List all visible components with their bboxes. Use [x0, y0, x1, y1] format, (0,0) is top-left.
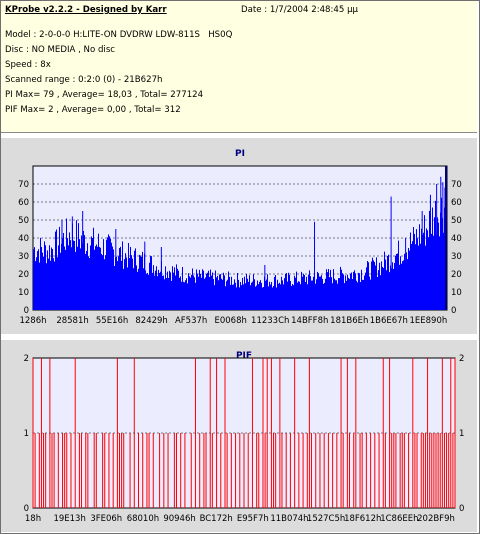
- scan-info-panel: KProbe v2.2.2 - Designed by Karr Date : …: [1, 1, 477, 133]
- pif-y-tick-label-left: 0: [24, 504, 29, 514]
- pif-chart-title: PIF: [236, 351, 252, 361]
- pi-y-tick-label-left: 70: [18, 180, 29, 190]
- pi-chart-panel: PI 0 0 10 10 20 20 30 30 40 40 50 50 60 60 70 70 1286h 285…: [1, 138, 477, 334]
- pif-x-tick-label: 3FE06h: [90, 514, 122, 524]
- pif-y-tick-label-right: 2: [459, 354, 464, 364]
- pif-x-tick-label: 18F612h: [344, 514, 381, 524]
- pif-x-tick-label: 1527C5h: [307, 514, 345, 524]
- pi-y-tick-label-right: 40: [451, 234, 462, 244]
- pif-x-tick-label: E95F7h: [237, 514, 269, 524]
- pif-x-tick-label: 19E13h: [53, 514, 85, 524]
- pi-x-tick-label: 1EE890h: [409, 316, 447, 326]
- pi-y-tick-label-left: 60: [18, 198, 29, 208]
- pi-x-tick-label: 11233Ch: [251, 316, 289, 326]
- pif-x-tick-label: 11B074h: [270, 514, 308, 524]
- pi-x-tick-label: E0068h: [214, 316, 246, 326]
- pi-y-tick-label-right: 0: [451, 306, 456, 316]
- pi-chart-title: PI: [235, 149, 245, 159]
- pi-y-tick-label-right: 50: [451, 216, 462, 226]
- pi-y-tick-label-left: 20: [18, 270, 29, 280]
- pi-y-tick-label-right: 30: [451, 252, 462, 262]
- pi-y-tick-label-left: 10: [18, 288, 29, 298]
- pi-summary: PI Max= 79 , Average= 18,03 , Total= 277…: [5, 90, 204, 100]
- pif-y-tick-label-left: 1: [24, 429, 29, 439]
- pi-y-tick-label-left: 30: [18, 252, 29, 262]
- pif-x-tick-label: BC172h: [200, 514, 233, 524]
- pi-x-tick-label: 1B6E67h: [370, 316, 408, 326]
- pif-y-tick-label-right: 0: [459, 504, 464, 514]
- pi-y-tick-label-left: 50: [18, 216, 29, 226]
- scan-date: Date : 1/7/2004 2:48:45 μμ: [241, 5, 359, 15]
- speed-info: Speed : 8x: [5, 60, 51, 70]
- pif-chart-panel: PIF 0 0 1 1 2 2 18h 19E13h 3FE06h 68010h 90946h BC17…: [1, 340, 477, 532]
- drive-model: Model : 2-0-0-0 H:LITE-ON DVDRW LDW-811S…: [5, 30, 233, 40]
- pi-y-tick-label-right: 70: [451, 180, 462, 190]
- pi-x-tick-label: 14BFF8h: [291, 316, 328, 326]
- pi-x-tick-label: 1286h: [19, 316, 46, 326]
- app-title: KProbe v2.2.2 - Designed by Karr: [5, 5, 167, 15]
- pi-x-tick-label: 28581h: [56, 316, 88, 326]
- pi-y-tick-label-right: 60: [451, 198, 462, 208]
- pif-x-tick-label: 90946h: [163, 514, 195, 524]
- pi-y-tick-label-left: 40: [18, 234, 29, 244]
- pi-y-tick-label-left: 0: [24, 306, 29, 316]
- pi-y-tick-label-right: 10: [451, 288, 462, 298]
- pi-chart: PI 0 0 10 10 20 20 30 30 40 40 50 50 60 60 70 70 1286h 285…: [18, 149, 462, 326]
- pif-x-tick-label: 202BF9h: [417, 514, 455, 524]
- pif-summary: PIF Max= 2 , Average= 0,00 , Total= 312: [5, 105, 181, 115]
- pi-x-tick-label: AF537h: [175, 316, 207, 326]
- pif-chart: PIF 0 0 1 1 2 2 18h 19E13h 3FE06h 68010h 90946h BC17…: [24, 351, 465, 524]
- pi-y-tick-label-right: 20: [451, 270, 462, 280]
- pif-x-tick-label: 68010h: [127, 514, 159, 524]
- scanned-range: Scanned range : 0:2:0 (0) - 21B627h: [5, 75, 163, 85]
- pi-x-tick-label: 181B6Eh: [330, 316, 368, 326]
- pi-x-tick-label: 82429h: [135, 316, 167, 326]
- pif-y-tick-label-left: 2: [24, 354, 29, 364]
- pif-x-tick-label: 18h: [25, 514, 41, 524]
- pif-y-tick-label-right: 1: [459, 429, 464, 439]
- disc-info: Disc : NO MEDIA , No disc: [5, 45, 116, 55]
- pif-x-tick-label: 1C86EEh: [380, 514, 418, 524]
- pi-x-tick-label: 55E16h: [96, 316, 128, 326]
